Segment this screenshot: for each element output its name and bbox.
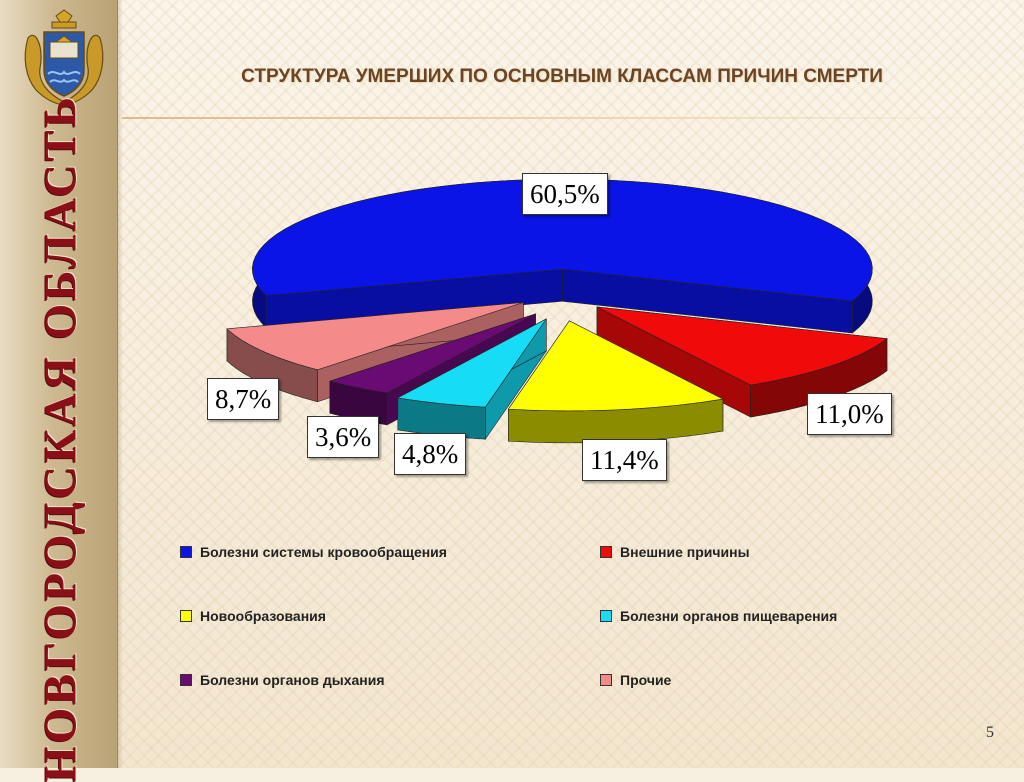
pie-slice-top bbox=[328, 313, 536, 394]
sidebar-band: НОВГОРОДСКАЯ ОБЛАСТЬ bbox=[0, 0, 118, 782]
data-label-4: 3,6% bbox=[307, 416, 380, 459]
legend-item-1: Внешние причины bbox=[600, 544, 750, 560]
region-name-vertical: НОВГОРОДСКАЯ ОБЛАСТЬ bbox=[34, 93, 86, 782]
legend-item-3: Болезни органов пищеварения bbox=[600, 608, 837, 624]
pie-slice-top bbox=[396, 318, 547, 408]
pie-chart bbox=[122, 130, 1002, 530]
data-label-2: 11,4% bbox=[582, 439, 667, 482]
legend-label: Новообразования bbox=[200, 608, 326, 624]
legend-swatch bbox=[600, 674, 612, 686]
pie-slice-2 bbox=[507, 319, 724, 444]
coat-of-arms-icon bbox=[24, 9, 104, 106]
legend-swatch bbox=[600, 546, 612, 558]
pie-slice-3 bbox=[396, 317, 547, 441]
title-divider bbox=[122, 117, 1024, 119]
legend-item-2: Новообразования bbox=[180, 608, 326, 624]
pie-slice-top bbox=[507, 320, 724, 412]
legend-label: Прочие bbox=[620, 672, 672, 688]
legend-item-4: Болезни органов дыхания bbox=[180, 672, 385, 688]
pie-slice-top bbox=[596, 306, 888, 386]
legend-item-5: Прочие bbox=[600, 672, 671, 688]
pie-slice-top bbox=[226, 302, 524, 371]
pie-slice-1 bbox=[596, 306, 888, 418]
data-label-1: 11,0% bbox=[807, 393, 892, 436]
data-label-5: 8,7% bbox=[207, 378, 280, 421]
data-label-3: 4,8% bbox=[394, 433, 467, 476]
sidebar-shadow bbox=[117, 0, 123, 768]
legend-swatch bbox=[180, 610, 192, 622]
slide-title: СТРУКТУРА УМЕРШИХ ПО ОСНОВНЫМ КЛАССАМ ПР… bbox=[241, 66, 883, 87]
legend-swatch bbox=[180, 546, 192, 558]
page-number: 5 bbox=[986, 724, 994, 741]
legend-label: Внешние причины bbox=[620, 544, 750, 560]
pie-chart-canvas bbox=[226, 178, 888, 444]
data-label-0: 60,5% bbox=[522, 173, 608, 216]
legend-label: Болезни системы кровообращения bbox=[200, 544, 447, 560]
legend-item-0: Болезни системы кровообращения bbox=[180, 544, 447, 560]
legend-swatch bbox=[180, 674, 192, 686]
legend-label: Болезни органов пищеварения bbox=[620, 608, 838, 624]
legend-swatch bbox=[600, 610, 612, 622]
legend-label: Болезни органов дыхания bbox=[200, 672, 385, 688]
